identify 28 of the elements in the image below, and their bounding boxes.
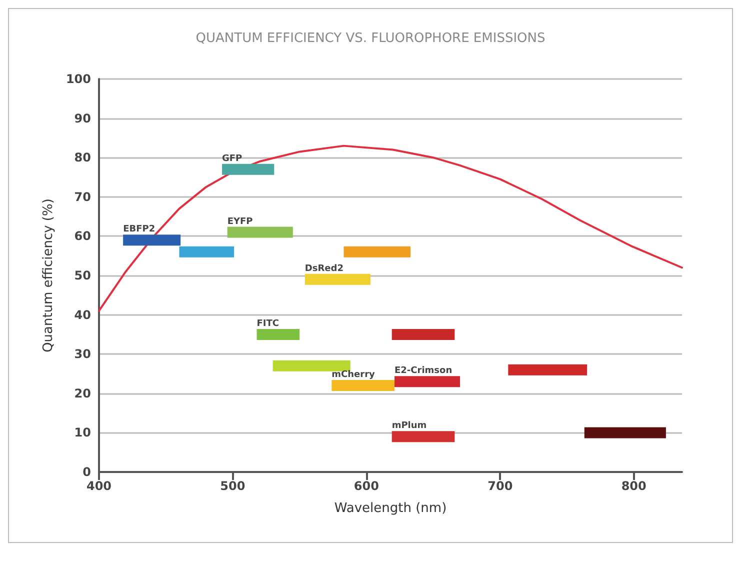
x-tick-label: 600 — [354, 479, 379, 493]
y-tick-label: 40 — [74, 308, 91, 322]
series-label: DsRed2 — [304, 264, 344, 274]
y-tick-label: 30 — [74, 347, 91, 362]
x-tick-label: 800 — [621, 479, 646, 493]
y-tick-label: 70 — [74, 190, 91, 204]
x-tick-label: 500 — [220, 479, 246, 493]
y-tick-label: 10 — [74, 426, 91, 440]
x-tick-label: 700 — [488, 479, 513, 493]
x-axis-title: Wavelength (nm) — [334, 501, 447, 516]
chart-title: QUANTUM EFFICIENCY VS. FLUOROPHORE EMISSIONS — [196, 31, 546, 46]
y-tick-label: 80 — [74, 150, 91, 165]
line-series — [98, 144, 683, 312]
y-axis-title: Quantum efficiency (%) — [41, 198, 56, 352]
y-tick-label: 0 — [82, 465, 91, 479]
y-tick-label: 100 — [66, 72, 91, 86]
series-label: mCherry — [332, 370, 376, 380]
series-label: GFP — [222, 154, 243, 164]
y-tick-label: 60 — [74, 229, 91, 244]
x-tick-label: 400 — [86, 479, 112, 493]
series-label: mPlum — [392, 421, 427, 432]
y-tick-label: 90 — [74, 111, 91, 126]
series-label: FITC — [256, 318, 280, 329]
series-label: EYFP — [227, 216, 254, 227]
series-label: EBFP2 — [123, 224, 156, 235]
y-tick-label: 20 — [74, 386, 91, 400]
y-tick-label: 50 — [74, 268, 91, 282]
series-label: E2-Crimson — [394, 366, 452, 376]
